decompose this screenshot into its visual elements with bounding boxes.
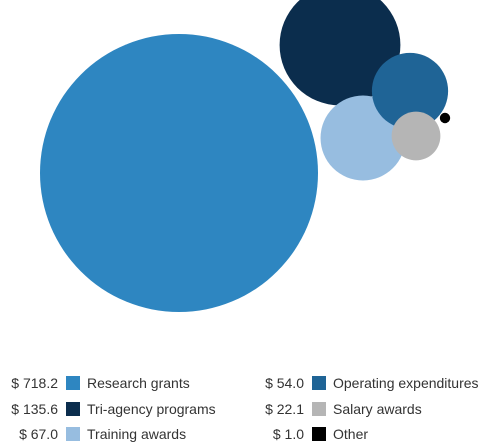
legend-label: Training awards (87, 426, 187, 442)
legend-value: $ 22.1 (265, 401, 304, 417)
legend-item-research-grants: $ 718.2 Research grants (10, 372, 190, 394)
legend-value: $ 54.0 (265, 375, 304, 391)
bubble-operating-expenditures (371, 52, 449, 130)
legend-value: $ 1.0 (272, 426, 304, 442)
legend-swatch (312, 376, 326, 390)
legend-label: Other (333, 426, 369, 442)
bubble-salary-awards (391, 111, 441, 161)
chart-legend: $ 718.2 Research grants $ 135.6 Tri-agen… (0, 370, 500, 445)
legend-label: Operating expenditures (333, 375, 479, 391)
legend-value: $ 718.2 (11, 375, 58, 391)
bubble-other (439, 112, 451, 124)
legend-swatch (312, 427, 326, 441)
legend-item-training-awards: $ 67.0 Training awards (10, 423, 186, 445)
legend-label: Research grants (87, 375, 190, 391)
legend-item-other: $ 1.0 Other (254, 423, 368, 445)
legend-swatch (66, 402, 80, 416)
legend-item-tri-agency-programs: $ 135.6 Tri-agency programs (10, 398, 216, 420)
legend-label: Tri-agency programs (87, 401, 216, 417)
legend-item-salary-awards: $ 22.1 Salary awards (254, 398, 422, 420)
legend-swatch (66, 427, 80, 441)
legend-label: Salary awards (333, 401, 422, 417)
legend-value: $ 67.0 (19, 426, 58, 442)
legend-value: $ 135.6 (11, 401, 58, 417)
legend-item-operating-expenditures: $ 54.0 Operating expenditures (254, 372, 479, 394)
legend-swatch (312, 402, 326, 416)
bubble-tri-agency-programs (279, 0, 401, 106)
legend-swatch (66, 376, 80, 390)
bubble-research-grants (40, 34, 318, 312)
bubble-chart (40, 0, 451, 312)
